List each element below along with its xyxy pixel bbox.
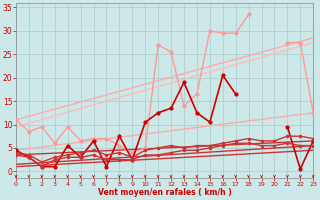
X-axis label: Vent moyen/en rafales ( km/h ): Vent moyen/en rafales ( km/h ) xyxy=(98,188,231,197)
